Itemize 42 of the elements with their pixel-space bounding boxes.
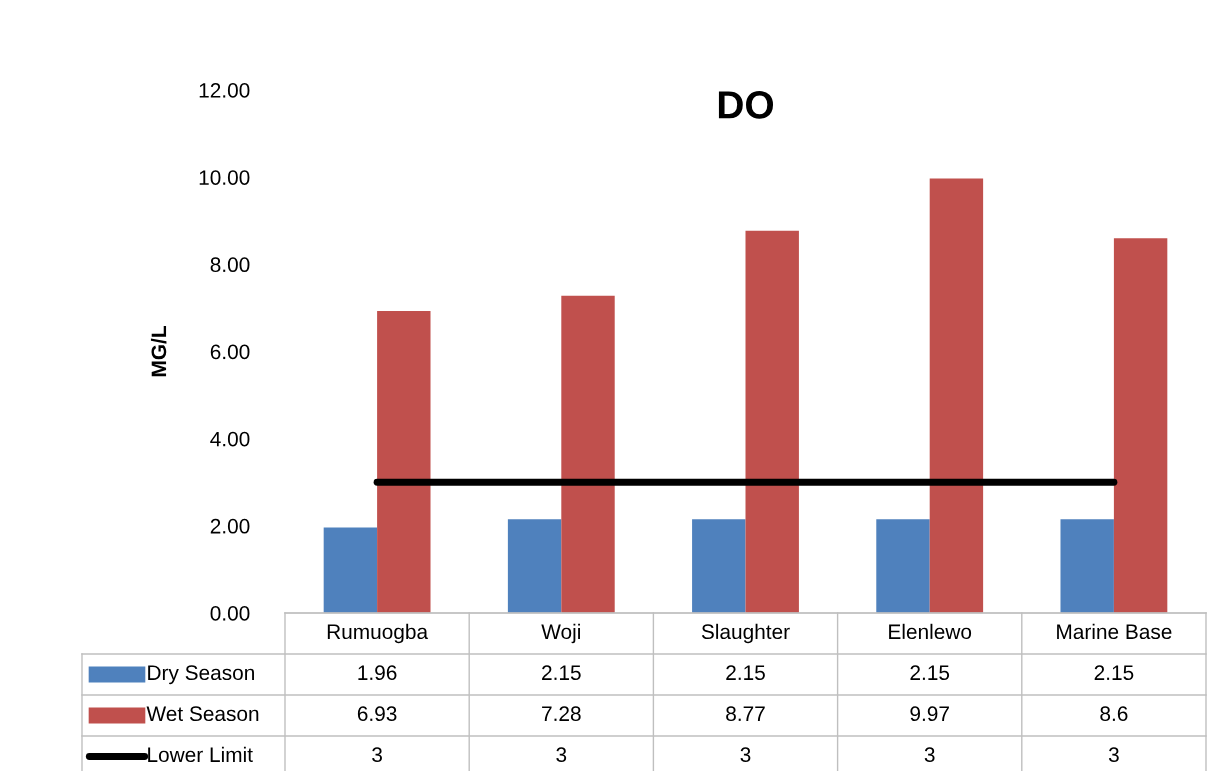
x-tick-label: Woji [541, 623, 580, 644]
bar [377, 310, 431, 613]
bar [1060, 519, 1114, 613]
y-tick-label: 2.00 [210, 518, 250, 534]
bar [561, 295, 615, 613]
data-label: 2.15 [726, 665, 765, 681]
y-tick-label: 12.00 [199, 83, 250, 98]
data-label: 2.15 [1094, 665, 1134, 681]
y-tick-label: 10.00 [199, 170, 250, 185]
y-tick-label: 4.00 [210, 431, 250, 447]
bar [323, 527, 378, 613]
data-label: 7.28 [542, 706, 581, 722]
bar [692, 519, 746, 613]
y-axis-title: MG/L [150, 326, 167, 377]
legend-label: Lower Limit [148, 746, 253, 763]
y-tick-label: 8.00 [210, 257, 250, 273]
bar [1113, 238, 1168, 613]
bar [929, 178, 984, 613]
legend-label: Dry Season [148, 665, 254, 685]
data-label: 3 [372, 747, 382, 763]
data-label: 6.93 [357, 706, 397, 722]
x-tick-label: Elenlewo [889, 623, 972, 640]
data-label: 9.97 [910, 706, 949, 722]
y-tick-label: 6.00 [210, 344, 250, 360]
data-label: 8.6 [1100, 706, 1128, 722]
data-label: 3 [924, 747, 935, 763]
x-tick-label: Slaughter [701, 623, 790, 644]
chart-title: DO [718, 91, 774, 119]
bar [876, 519, 930, 613]
x-tick-label: Marine Base [1057, 623, 1172, 640]
y-tick-label: 0.00 [210, 606, 250, 621]
data-label: 2.15 [910, 665, 950, 681]
data-label: 8.77 [726, 706, 765, 722]
data-label: 3 [1108, 747, 1119, 763]
data-label: 3 [556, 747, 567, 763]
legend-label: Wet Season [146, 706, 259, 722]
x-tick-label: Rumuogba [327, 623, 429, 644]
data-label: 3 [740, 747, 751, 763]
data-label: 2.15 [542, 665, 581, 681]
bar [507, 519, 562, 613]
data-label: 1.96 [358, 665, 397, 681]
bar [745, 230, 799, 613]
